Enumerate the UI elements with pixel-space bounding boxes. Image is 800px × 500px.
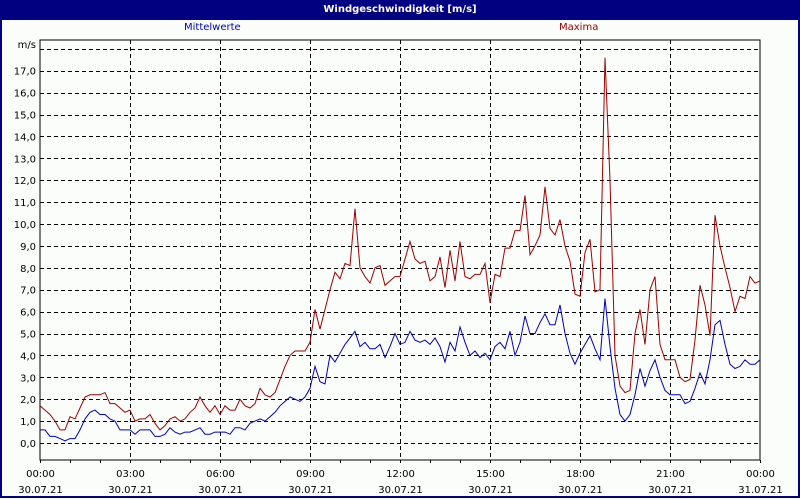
y-tick-label: 11,0: [14, 198, 36, 209]
x-tick-date: 30.07.21: [108, 485, 153, 496]
legend-mean: Mittelwerte: [184, 22, 241, 33]
y-tick-label: 10,0: [14, 220, 36, 231]
y-tick-label: 14,0: [14, 132, 36, 143]
y-tick-label: 5,0: [20, 330, 36, 341]
series-line-maxima: [39, 57, 761, 431]
x-axis: 00:00 30.07.21 03:00 30.07.21 06:00 30.07.21 0…: [18, 460, 783, 496]
x-tick-date: 30.07.21: [18, 485, 63, 496]
series-line-mittelwerte: [40, 298, 761, 442]
y-tick-label: 6,0: [20, 308, 36, 319]
grid-lines: [40, 40, 760, 460]
legend-max: Maxima: [559, 22, 599, 33]
x-tick-time: 18:00: [566, 469, 595, 480]
x-tick-time: 12:00: [386, 469, 415, 480]
y-tick-label: 13,0: [14, 154, 36, 165]
y-tick-label: 8,0: [20, 264, 36, 275]
y-tick-label: 3,0: [20, 373, 36, 384]
y-tick-label: 1,0: [20, 417, 36, 428]
x-tick-date: 30.07.21: [378, 485, 423, 496]
x-tick-date: 30.07.21: [558, 485, 603, 496]
y-tick-label: 9,0: [20, 242, 36, 253]
y-axis: 0,0 1,0 2,0 3,0 4,0 5,0 6,0 7,0 8,0 9,0 10,0 11,0 12…: [14, 67, 36, 450]
x-tick-time: 15:00: [476, 469, 505, 480]
x-tick-time: 00:00: [746, 469, 775, 480]
x-tick-date: 31.07.21: [738, 485, 783, 496]
x-tick-time: 03:00: [116, 469, 145, 480]
y-tick-label: 2,0: [20, 395, 36, 406]
x-tick-date: 30.07.21: [288, 485, 333, 496]
y-tick-label: 15,0: [14, 111, 36, 122]
y-tick-label: 7,0: [20, 286, 36, 297]
y-tick-label: 4,0: [20, 351, 36, 362]
y-tick-label: 16,0: [14, 89, 36, 100]
x-tick-date: 30.07.21: [198, 485, 243, 496]
x-tick-date: 30.07.21: [468, 485, 513, 496]
y-tick-label: 12,0: [14, 176, 36, 187]
x-tick-time: 06:00: [206, 469, 235, 480]
x-tick-time: 00:00: [26, 469, 55, 480]
y-unit-label: m/s: [18, 40, 36, 51]
y-tick-label: 17,0: [14, 67, 36, 78]
y-tick-label: 0,0: [20, 439, 36, 450]
x-tick-time: 09:00: [296, 469, 325, 480]
window-title: Windgeschwindigkeit [m/s]: [0, 0, 800, 20]
x-tick-date: 30.07.21: [648, 485, 693, 496]
x-tick-time: 21:00: [656, 469, 685, 480]
